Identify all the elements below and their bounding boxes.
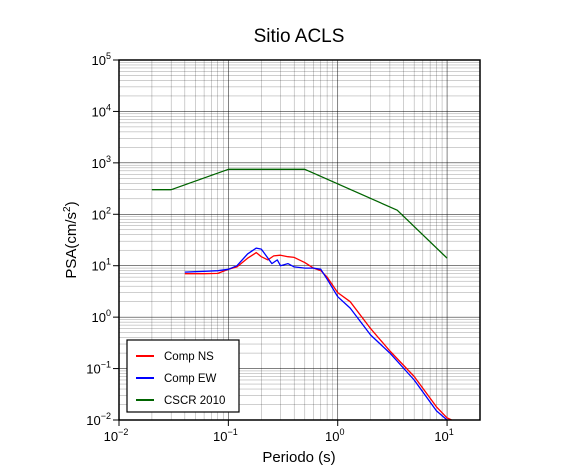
y-tick-label: 10−1 — [86, 360, 111, 377]
y-tick-label: 102 — [92, 205, 111, 222]
y-tick-base: 10 — [92, 156, 106, 171]
y-tick-exponent: 2 — [106, 205, 111, 215]
y-tick-exponent: 1 — [106, 257, 111, 267]
y-tick-base: 10 — [86, 413, 100, 428]
y-tick-label: 101 — [92, 257, 111, 274]
y-axis-label-sup: 2 — [62, 206, 73, 212]
x-tick-exponent: −2 — [118, 427, 128, 437]
x-axis-label: Periodo (s) — [262, 449, 335, 466]
x-tick-base: 10 — [434, 429, 448, 444]
x-tick-exponent: 0 — [339, 427, 344, 437]
y-tick-label: 103 — [92, 154, 111, 171]
chart-title: Sitio ACLS — [254, 26, 345, 47]
x-tick-label: 100 — [325, 427, 344, 444]
y-tick-exponent: 0 — [106, 308, 111, 318]
legend-label: Comp NS — [164, 351, 214, 363]
grid — [118, 60, 481, 421]
y-tick-label: 100 — [92, 308, 111, 325]
y-tick-exponent: −1 — [101, 360, 111, 370]
x-tick-exponent: −1 — [227, 427, 237, 437]
x-tick-base: 10 — [213, 429, 227, 444]
y-tick-base: 10 — [86, 362, 100, 377]
x-tick-base: 10 — [104, 429, 118, 444]
y-tick-exponent: −2 — [101, 411, 111, 421]
series-line-cscr-2010 — [151, 168, 448, 259]
y-tick-base: 10 — [92, 310, 106, 325]
x-tick-base: 10 — [325, 429, 339, 444]
y-axis-label-tail: ) — [63, 201, 80, 206]
y-tick-exponent: 3 — [106, 154, 111, 164]
series-line-comp-ew — [184, 247, 448, 421]
y-tick-label: 105 — [92, 51, 111, 68]
legend-label: CSCR 2010 — [164, 395, 225, 407]
series-layer — [151, 168, 452, 421]
y-tick-label: 104 — [92, 102, 111, 119]
y-axis-label-main: PSA(cm/s — [63, 212, 80, 279]
y-axis-label: PSA(cm/s2) — [62, 201, 80, 278]
y-tick-base: 10 — [92, 207, 106, 222]
legend-label: Comp EW — [164, 373, 217, 385]
y-tick-label: 10−2 — [86, 411, 111, 428]
x-tick-label: 101 — [434, 427, 453, 444]
y-tick-exponent: 4 — [106, 102, 111, 112]
x-tick-label: 10−1 — [213, 427, 238, 444]
y-tick-base: 10 — [92, 259, 106, 274]
x-tick-label: 10−2 — [104, 427, 129, 444]
x-tick-exponent: 1 — [449, 427, 454, 437]
y-tick-base: 10 — [92, 104, 106, 119]
legend: Comp NS Comp EW CSCR 2010 — [126, 339, 240, 413]
y-tick-exponent: 5 — [106, 51, 111, 61]
plot-frame — [118, 59, 481, 421]
y-tick-base: 10 — [92, 53, 106, 68]
series-line-comp-ns — [184, 251, 452, 421]
